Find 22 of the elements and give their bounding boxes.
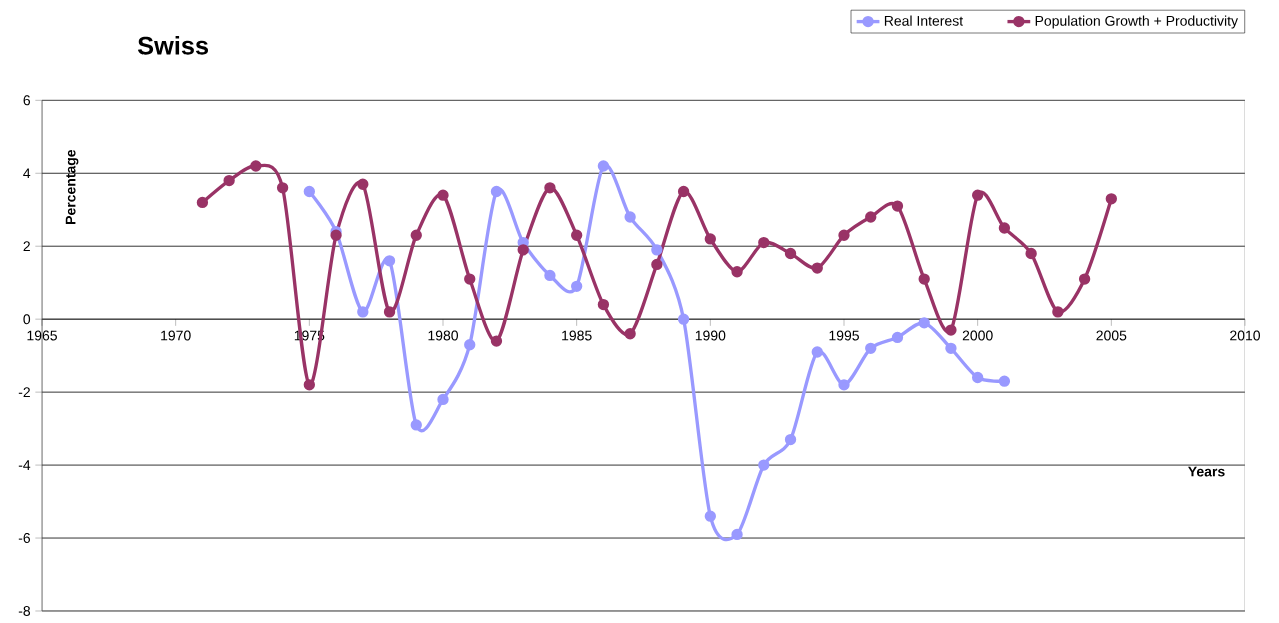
legend-label: Real Interest (884, 15, 964, 26)
x-tick-label: 1995 (829, 330, 859, 341)
y-tick-label: 2 (23, 241, 30, 252)
x-tick-label: 1985 (562, 330, 592, 341)
x-tick-label: 1990 (695, 330, 726, 341)
chart-title: Swiss (137, 36, 208, 55)
y-tick-label: 0 (23, 314, 31, 325)
y-tick-label: 6 (23, 95, 31, 106)
legend-label: Population Growth + Productivity (1035, 15, 1238, 29)
x-tick-label: 2000 (962, 330, 993, 341)
y-tick-label: -6 (18, 533, 31, 543)
x-tick-label: 2010 (1230, 330, 1261, 341)
y-axis-title: Percentage (65, 149, 79, 224)
x-tick-label: 1980 (428, 330, 459, 341)
x-tick-label: 1965 (27, 330, 57, 341)
y-tick-label: -2 (18, 387, 30, 398)
x-tick-label: 2005 (1096, 330, 1127, 341)
y-tick-label: -8 (18, 606, 31, 616)
y-tick-label: -4 (18, 460, 31, 470)
x-axis-title: Years (1188, 466, 1225, 477)
x-tick-label: 1970 (161, 330, 191, 341)
y-tick-label: 4 (23, 168, 31, 179)
